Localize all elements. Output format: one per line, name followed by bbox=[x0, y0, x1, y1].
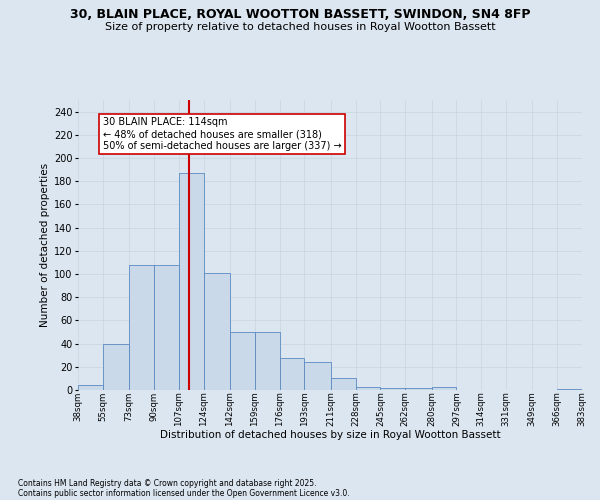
Text: Size of property relative to detached houses in Royal Wootton Bassett: Size of property relative to detached ho… bbox=[104, 22, 496, 32]
Bar bbox=[179, 173, 203, 390]
Bar bbox=[356, 386, 380, 390]
Text: 30, BLAIN PLACE, ROYAL WOOTTON BASSETT, SWINDON, SN4 8FP: 30, BLAIN PLACE, ROYAL WOOTTON BASSETT, … bbox=[70, 8, 530, 20]
Bar bbox=[380, 388, 405, 390]
Bar bbox=[203, 273, 230, 390]
Bar bbox=[230, 332, 255, 390]
Bar bbox=[154, 264, 179, 390]
Bar bbox=[304, 362, 331, 390]
Bar bbox=[129, 264, 154, 390]
Y-axis label: Number of detached properties: Number of detached properties bbox=[40, 163, 50, 327]
Bar bbox=[331, 378, 356, 390]
X-axis label: Distribution of detached houses by size in Royal Wootton Bassett: Distribution of detached houses by size … bbox=[160, 430, 500, 440]
Text: 30 BLAIN PLACE: 114sqm
← 48% of detached houses are smaller (318)
50% of semi-de: 30 BLAIN PLACE: 114sqm ← 48% of detached… bbox=[103, 118, 341, 150]
Bar bbox=[280, 358, 304, 390]
Bar bbox=[405, 388, 431, 390]
Text: Contains HM Land Registry data © Crown copyright and database right 2025.: Contains HM Land Registry data © Crown c… bbox=[18, 478, 317, 488]
Bar bbox=[557, 389, 582, 390]
Bar bbox=[255, 332, 280, 390]
Bar bbox=[431, 386, 457, 390]
Text: Contains public sector information licensed under the Open Government Licence v3: Contains public sector information licen… bbox=[18, 488, 350, 498]
Bar bbox=[103, 344, 129, 390]
Bar bbox=[78, 386, 103, 390]
